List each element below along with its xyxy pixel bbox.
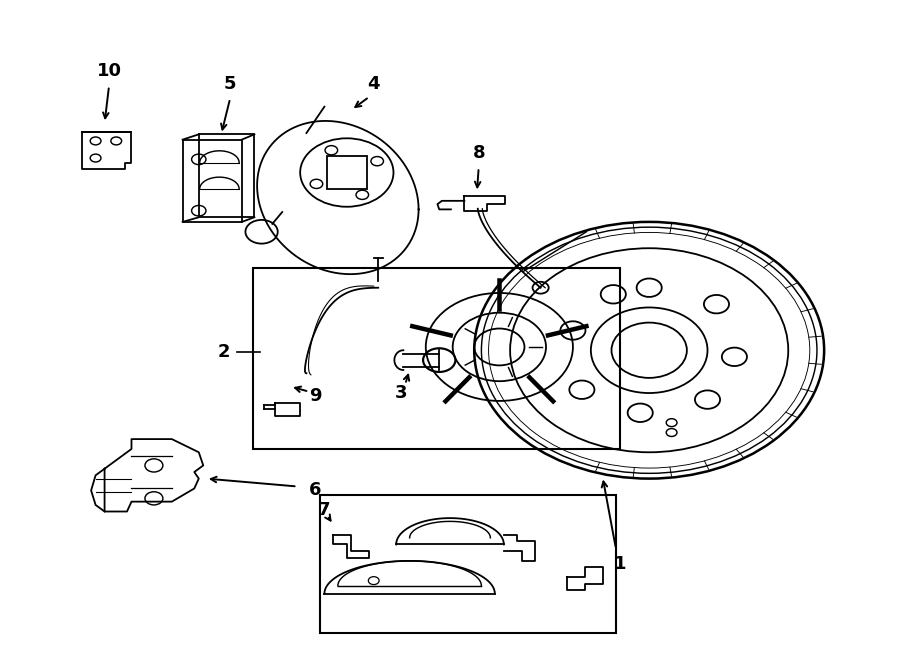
- Text: 4: 4: [367, 75, 380, 93]
- Text: 5: 5: [224, 75, 237, 93]
- Text: 7: 7: [318, 500, 330, 518]
- Text: 1: 1: [614, 555, 626, 573]
- Text: 2: 2: [218, 342, 230, 360]
- Text: 10: 10: [96, 61, 122, 79]
- Text: 6: 6: [310, 481, 321, 499]
- Bar: [327, 156, 366, 189]
- Text: 3: 3: [394, 384, 407, 402]
- Text: 9: 9: [310, 387, 321, 405]
- Text: 8: 8: [472, 144, 485, 162]
- Bar: [253, 268, 620, 449]
- Bar: [320, 495, 616, 633]
